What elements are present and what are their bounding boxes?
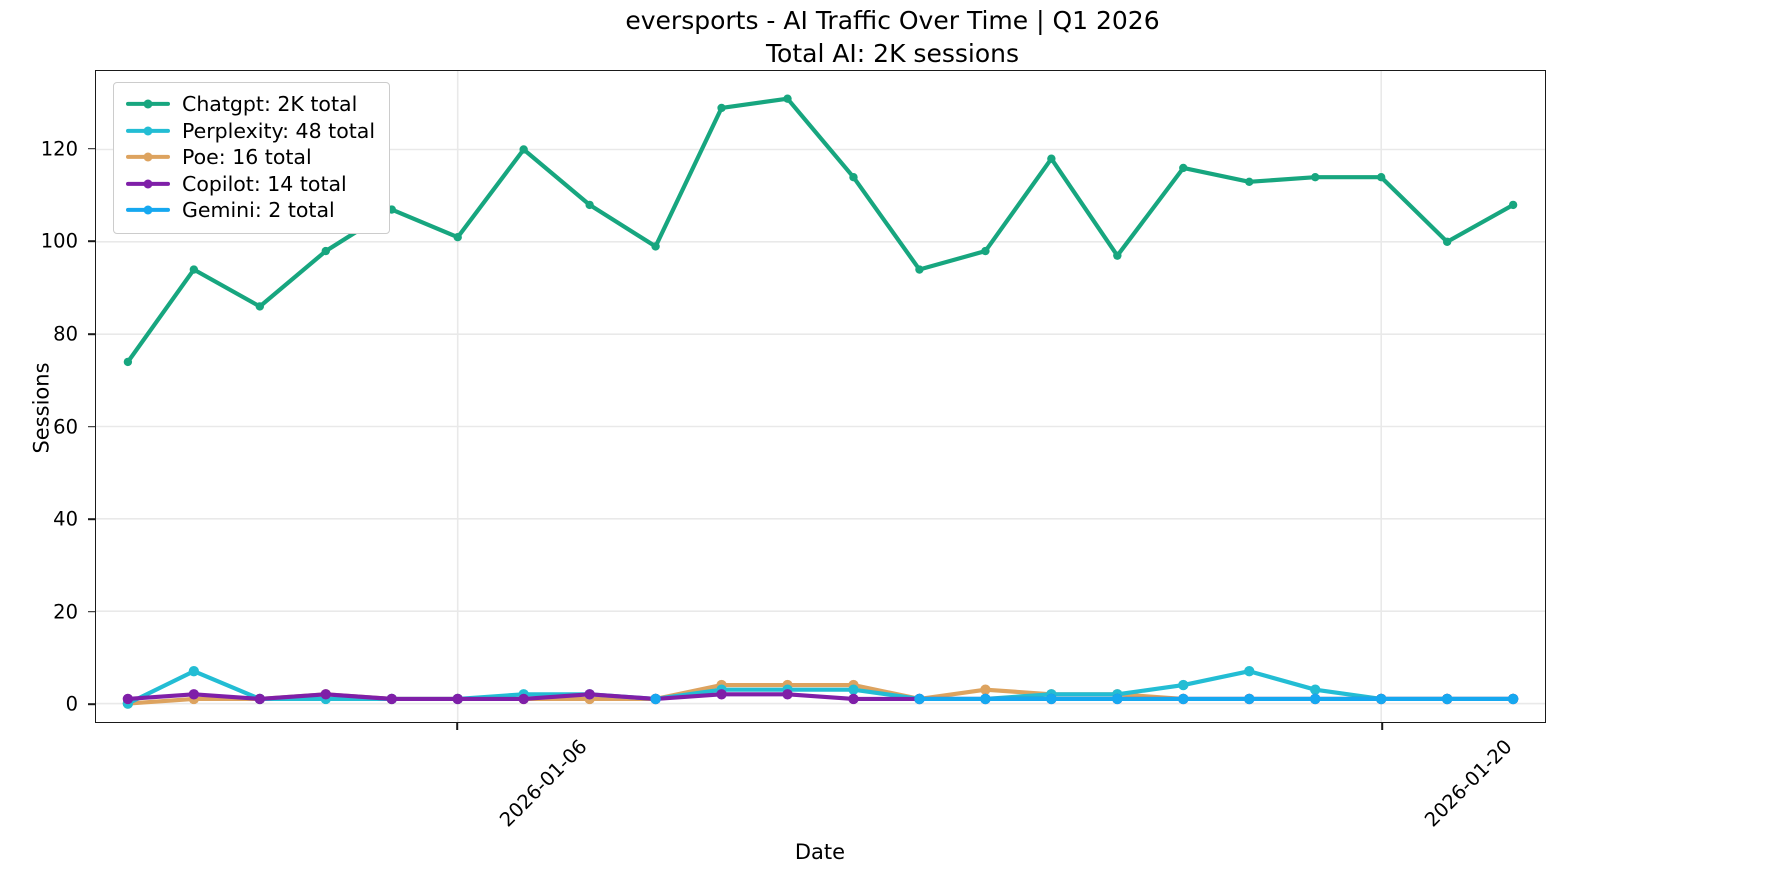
legend-swatch-icon xyxy=(126,124,170,138)
data-point xyxy=(914,693,925,705)
data-point xyxy=(122,693,134,705)
data-point xyxy=(1112,693,1123,705)
data-point xyxy=(518,693,529,705)
legend-swatch-icon xyxy=(126,177,170,191)
y-tick-mark xyxy=(88,425,95,428)
x-tick-label: 2026-01-06 xyxy=(495,735,592,832)
y-tick-mark xyxy=(88,703,95,706)
data-point xyxy=(254,693,265,705)
chart-title-line1: eversports - AI Traffic Over Time | Q1 2… xyxy=(625,6,1160,35)
data-point xyxy=(849,173,858,182)
data-lines xyxy=(122,94,1519,709)
y-tick-mark xyxy=(88,147,95,150)
data-point xyxy=(981,246,990,256)
data-point xyxy=(255,302,264,311)
data-point xyxy=(1310,684,1321,695)
data-point xyxy=(650,693,661,705)
data-point xyxy=(1310,693,1321,705)
y-tick-mark xyxy=(88,518,95,521)
legend-item-label: Copilot: 14 total xyxy=(182,171,347,196)
chart-title: eversports - AI Traffic Over Time | Q1 2… xyxy=(0,4,1785,70)
y-tick-label: 60 xyxy=(53,415,78,439)
line-path xyxy=(125,669,1516,706)
data-point xyxy=(189,265,199,274)
series-gemini xyxy=(650,693,1519,705)
y-tick-mark xyxy=(88,333,95,335)
data-point xyxy=(1442,237,1452,247)
data-point xyxy=(1178,693,1189,705)
data-point xyxy=(320,689,331,700)
data-point xyxy=(1178,679,1189,691)
data-point xyxy=(519,145,528,154)
data-point xyxy=(1244,693,1255,705)
data-point xyxy=(453,233,462,242)
data-point xyxy=(716,689,727,700)
data-point xyxy=(1244,666,1255,677)
data-point xyxy=(123,357,133,367)
x-tick-label: 2026-01-20 xyxy=(1420,735,1517,832)
y-tick-label: 0 xyxy=(65,692,78,716)
data-point xyxy=(782,689,793,700)
legend-item-gemini[interactable]: Gemini: 2 total xyxy=(126,197,375,224)
data-point xyxy=(1179,163,1188,173)
data-point xyxy=(321,246,330,256)
x-axis-label: Date xyxy=(794,840,846,864)
data-point xyxy=(188,689,200,700)
data-point xyxy=(717,103,726,113)
data-point xyxy=(1508,200,1518,210)
y-tick-mark xyxy=(88,240,95,243)
data-point xyxy=(1376,693,1387,705)
data-point xyxy=(188,666,200,677)
legend-item-label: Chatgpt: 2K total xyxy=(182,92,358,117)
x-tick-mark xyxy=(1381,723,1383,730)
data-point xyxy=(980,693,991,705)
legend-item-label: Poe: 16 total xyxy=(182,145,312,170)
legend-swatch-icon xyxy=(126,203,170,217)
data-point xyxy=(1507,693,1519,705)
data-point xyxy=(1311,173,1320,182)
y-tick-label: 20 xyxy=(53,600,78,624)
legend-swatch-icon xyxy=(126,97,170,111)
y-tick-label: 80 xyxy=(53,322,78,346)
legend-item-label: Perplexity: 48 total xyxy=(182,118,376,143)
data-point xyxy=(1113,251,1122,260)
data-point xyxy=(1046,693,1057,705)
y-tick-label: 120 xyxy=(40,137,78,161)
y-tick-label: 40 xyxy=(53,507,78,531)
chart-legend[interactable]: Chatgpt: 2K total Perplexity: 48 total Poe… xyxy=(113,82,391,234)
data-point xyxy=(585,200,594,210)
data-point xyxy=(848,684,859,695)
legend-item-perplexity[interactable]: Perplexity: 48 total xyxy=(126,118,375,145)
legend-item-chatgpt[interactable]: Chatgpt: 2K total xyxy=(126,91,375,118)
data-point xyxy=(848,693,859,705)
legend-item-copilot[interactable]: Copilot: 14 total xyxy=(126,171,375,198)
series-perplexity xyxy=(122,666,1519,709)
data-point xyxy=(980,684,991,695)
legend-item-poe[interactable]: Poe: 16 total xyxy=(126,144,375,171)
y-tick-label: 100 xyxy=(40,229,78,253)
data-point xyxy=(1377,173,1386,182)
legend-item-label: Gemini: 2 total xyxy=(182,198,335,223)
data-point xyxy=(1441,693,1453,705)
data-point xyxy=(783,94,792,103)
data-point xyxy=(584,689,595,700)
data-point xyxy=(452,693,463,705)
y-tick-mark xyxy=(88,611,95,613)
data-point xyxy=(1245,177,1254,186)
data-point xyxy=(651,242,660,251)
chart-subtitle: Total AI: 2K sessions xyxy=(766,39,1019,68)
legend-swatch-icon xyxy=(126,150,170,164)
data-point xyxy=(1047,154,1056,163)
data-point xyxy=(386,693,397,705)
data-point xyxy=(915,265,924,274)
x-tick-mark xyxy=(456,723,458,730)
y-axis-label: Sessions xyxy=(29,362,54,454)
